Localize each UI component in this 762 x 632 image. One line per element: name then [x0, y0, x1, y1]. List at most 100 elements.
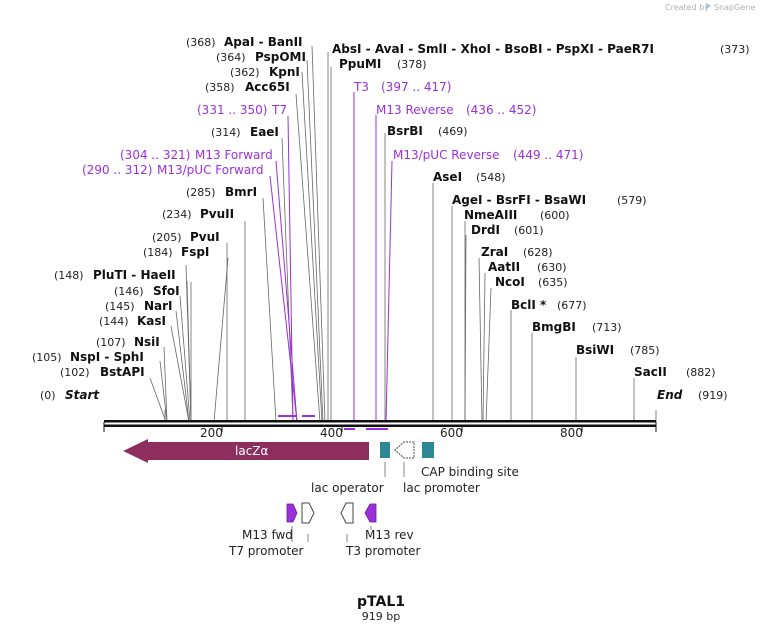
svg-text:(601): (601) — [514, 224, 544, 237]
site-kasi[interactable]: (144) KasI — [99, 314, 166, 328]
svg-text:(331 .. 350): (331 .. 350) — [197, 103, 267, 117]
site-bsrbi[interactable]: BsrBI (469) — [387, 124, 468, 138]
primer-t3[interactable]: T3 (397 .. 417) — [353, 80, 451, 94]
feature-m13-rev-arrow[interactable] — [364, 503, 377, 523]
svg-text:BclI *: BclI * — [511, 298, 547, 312]
site-zrai[interactable]: ZraI (628) — [481, 245, 553, 259]
site-agei-group[interactable]: AgeI - BsrFI - BsaWI (579) — [452, 193, 647, 207]
feature-t7-promoter-arrow[interactable] — [301, 502, 315, 524]
site-pvui[interactable]: (205) PvuI — [152, 230, 220, 244]
site-bcli[interactable]: BclI * (677) — [511, 298, 587, 312]
site-nmeaiii[interactable]: NmeAIII (600) — [464, 208, 570, 222]
primer-m13-reverse[interactable]: M13 Reverse (436 .. 452) — [376, 103, 536, 117]
credit-brand: SnapGene — [714, 3, 755, 12]
site-apai-banii[interactable]: (368) ApaI - BanII — [186, 35, 303, 49]
primer-m13puc-reverse[interactable]: M13/pUC Reverse (449 .. 471) — [393, 148, 583, 162]
feature-t3-promoter-arrow[interactable] — [340, 502, 354, 524]
svg-text:KasI: KasI — [137, 314, 166, 328]
feature-cap-binding-box[interactable] — [422, 442, 434, 458]
svg-text:KpnI: KpnI — [269, 65, 300, 79]
svg-text:(364): (364) — [216, 51, 246, 64]
site-asei[interactable]: AseI (548) — [433, 170, 506, 184]
site-nspi-sphi[interactable]: (105) NspI - SphI — [32, 350, 144, 364]
end-label: End — [657, 388, 683, 402]
svg-text:T7: T7 — [271, 103, 287, 117]
svg-text:(148): (148) — [54, 269, 84, 282]
site-ncoi[interactable]: NcoI (635) — [495, 275, 568, 289]
site-pvuii[interactable]: (234) PvuII — [162, 207, 234, 221]
site-aatii[interactable]: AatII (630) — [488, 260, 567, 274]
svg-text:(469): (469) — [438, 125, 468, 138]
site-nsii[interactable]: (107) NsiI — [96, 335, 160, 349]
site-pluti-haeii[interactable]: (148) PluTI - HaeII — [54, 268, 176, 282]
start-label: Start — [65, 388, 100, 402]
svg-text:EaeI: EaeI — [250, 125, 279, 139]
svg-text:M13 Reverse: M13 Reverse — [376, 103, 454, 117]
svg-text:PspOMI: PspOMI — [255, 50, 306, 64]
site-nari[interactable]: (145) NarI — [105, 299, 173, 313]
site-acc65i[interactable]: (358) Acc65I — [205, 80, 290, 94]
svg-text:PpuMI: PpuMI — [339, 57, 381, 71]
svg-text:FspI: FspI — [181, 245, 209, 259]
feature-leader-lines — [384, 462, 405, 477]
site-bstapi[interactable]: (102) BstAPI — [60, 365, 145, 379]
svg-text:AatII: AatII — [488, 260, 520, 274]
primer-t7[interactable]: (331 .. 350) T7 — [197, 103, 287, 117]
site-absi-group[interactable]: AbsI - AvaI - SmlI - XhoI - BsoBI - PspX… — [332, 42, 750, 56]
m13-fwd-label: M13 fwd — [242, 528, 293, 542]
svg-text:PvuI: PvuI — [190, 230, 220, 244]
primer-m13puc-forward[interactable]: (290 .. 312) M13/pUC Forward — [82, 163, 264, 177]
svg-text:(234): (234) — [162, 208, 192, 221]
primer-bars — [278, 415, 388, 430]
site-bmri[interactable]: (285) BmrI — [186, 185, 257, 199]
svg-text:NspI - SphI: NspI - SphI — [70, 350, 144, 364]
lac-promoter-label: lac promoter — [403, 481, 480, 495]
svg-text:ApaI - BanII: ApaI - BanII — [224, 35, 303, 49]
svg-text:M13/pUC Reverse: M13/pUC Reverse — [393, 148, 500, 162]
start-position: (0) — [40, 389, 56, 402]
svg-text:(785): (785) — [630, 344, 660, 357]
svg-text:(145): (145) — [105, 300, 135, 313]
svg-text:(713): (713) — [592, 321, 622, 334]
site-drdi[interactable]: DrdI (601) — [471, 223, 544, 237]
svg-text:(362): (362) — [230, 66, 260, 79]
map-title: pTAL1 — [357, 594, 405, 610]
feature-m13-fwd-arrow[interactable] — [286, 503, 298, 523]
svg-text:(368): (368) — [186, 36, 216, 49]
svg-text:(630): (630) — [537, 261, 567, 274]
svg-text:(548): (548) — [476, 171, 506, 184]
primer-lines — [269, 92, 393, 423]
feature-lac-operator-box[interactable] — [380, 442, 390, 458]
svg-text:M13/pUC Forward: M13/pUC Forward — [157, 163, 264, 177]
feature-lac-promoter-arrow[interactable] — [394, 441, 415, 459]
svg-text:BsiWI: BsiWI — [576, 343, 614, 357]
svg-text:Acc65I: Acc65I — [245, 80, 290, 94]
svg-text:(107): (107) — [96, 336, 126, 349]
primer-m13-forward[interactable]: (304 .. 321) M13 Forward — [120, 148, 273, 162]
svg-text:(397 .. 417): (397 .. 417) — [381, 80, 451, 94]
site-kpni[interactable]: (362) KpnI — [230, 65, 300, 79]
site-fspi[interactable]: (184) FspI — [143, 245, 209, 259]
svg-text:(314): (314) — [211, 126, 241, 139]
svg-text:NmeAIII: NmeAIII — [464, 208, 517, 222]
site-ppumi[interactable]: PpuMI (378) — [339, 57, 427, 71]
svg-text:DrdI: DrdI — [471, 223, 500, 237]
site-bsiwi[interactable]: BsiWI (785) — [576, 343, 660, 357]
site-bmgbi[interactable]: BmgBI (713) — [532, 320, 622, 334]
svg-text:(449 .. 471): (449 .. 471) — [513, 148, 583, 162]
snapgene-logo-icon — [706, 3, 711, 9]
svg-text:(144): (144) — [99, 315, 129, 328]
site-sacii[interactable]: SacII (882) — [634, 365, 716, 379]
site-sfoi[interactable]: (146) SfoI — [114, 284, 180, 298]
svg-text:SacII: SacII — [634, 365, 667, 379]
feature-lacz-alpha[interactable]: lacZα — [123, 439, 369, 463]
site-pspomi[interactable]: (364) PspOMI — [216, 50, 306, 64]
ruler-tick-800: 800 — [560, 426, 583, 440]
svg-text:(358): (358) — [205, 81, 235, 94]
dna-backbone — [104, 420, 656, 427]
site-eaei[interactable]: (314) EaeI — [211, 125, 279, 139]
svg-text:NcoI: NcoI — [495, 275, 525, 289]
svg-text:(628): (628) — [523, 246, 553, 259]
ruler-ticks — [103, 422, 657, 432]
svg-text:(600): (600) — [540, 209, 570, 222]
